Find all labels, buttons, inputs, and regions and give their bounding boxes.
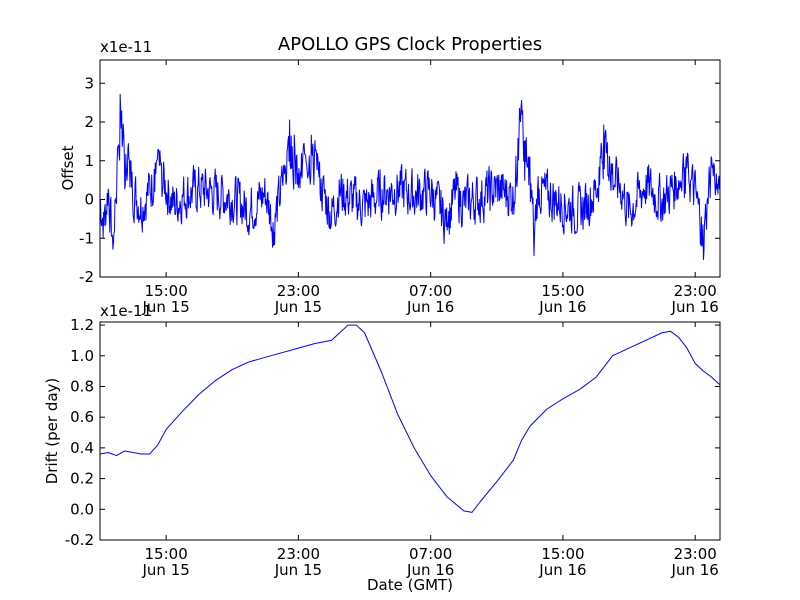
offset-ytick-label: -2 <box>79 268 94 286</box>
offset-xtick-date-label: Jun 15 <box>141 298 189 316</box>
drift-xtick-time-label: 07:00 <box>409 545 452 563</box>
offset-xtick-date-label: Jun 16 <box>406 298 454 316</box>
drift-xlabel: Date (GMT) <box>367 576 453 594</box>
drift-ytick-label: 1.0 <box>70 347 94 365</box>
chart-title: APOLLO GPS Clock Properties <box>278 34 542 55</box>
offset-axes-frame <box>99 59 721 278</box>
drift-ytick-label: 0.8 <box>70 377 94 395</box>
drift-xtick-date-label: Jun 16 <box>671 561 719 579</box>
offset-ytick-label: 3 <box>84 74 94 92</box>
offset-series-line <box>99 93 721 261</box>
offset-ylabel: Offset <box>59 145 77 190</box>
offset-xtick-time-label: 15:00 <box>145 282 188 300</box>
offset-xtick-time-label: 15:00 <box>541 282 584 300</box>
drift-xtick-date-label: Jun 16 <box>406 561 454 579</box>
offset-xtick-time-label: 23:00 <box>277 282 320 300</box>
drift-ytick-label: -0.2 <box>65 531 94 549</box>
drift-series-line <box>99 324 721 513</box>
drift-multiplier: x1e-11 <box>100 302 152 320</box>
drift-xtick-time-label: 15:00 <box>145 545 188 563</box>
drift-xtick-time-label: 15:00 <box>541 545 584 563</box>
offset-multiplier: x1e-11 <box>100 38 152 56</box>
drift-xtick-date-label: Jun 15 <box>141 561 189 579</box>
drift-ytick-label: 0.2 <box>70 470 94 488</box>
offset-xtick-date-label: Jun 16 <box>538 298 586 316</box>
offset-xtick-time-label: 23:00 <box>674 282 717 300</box>
drift-axes-frame <box>99 321 721 541</box>
drift-xtick-date-label: Jun 15 <box>274 561 322 579</box>
offset-ytick-label: 2 <box>84 113 94 131</box>
drift-ylabel: Drift (per day) <box>43 378 61 485</box>
drift-ytick-label: 1.2 <box>70 316 94 334</box>
drift-xtick-time-label: 23:00 <box>277 545 320 563</box>
offset-xtick-time-label: 07:00 <box>409 282 452 300</box>
drift-ytick-label: 0.0 <box>70 500 94 518</box>
drift-xtick-time-label: 23:00 <box>674 545 717 563</box>
offset-ytick-label: 0 <box>84 191 94 209</box>
drift-ytick-label: 0.6 <box>70 408 94 426</box>
drift-xtick-date-label: Jun 16 <box>538 561 586 579</box>
offset-ytick-label: -1 <box>79 229 94 247</box>
offset-xtick-date-label: Jun 16 <box>671 298 719 316</box>
drift-ytick-label: 0.4 <box>70 439 94 457</box>
offset-ytick-label: 1 <box>84 152 94 170</box>
offset-xtick-date-label: Jun 15 <box>274 298 322 316</box>
